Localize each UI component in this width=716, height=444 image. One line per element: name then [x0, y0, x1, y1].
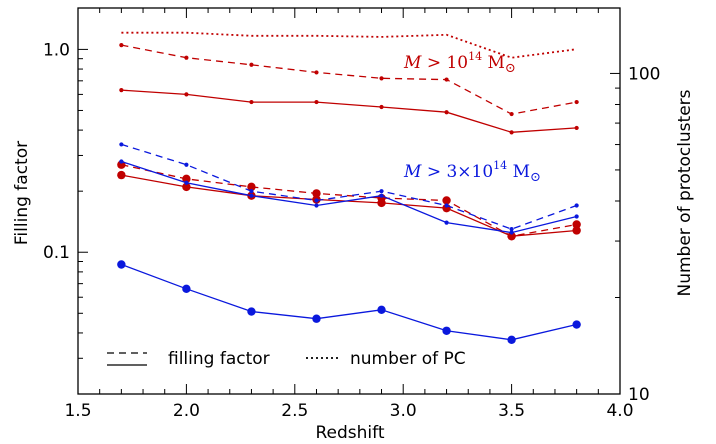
data-point: [182, 182, 191, 192]
annotation-mass-symbol: M: [403, 162, 422, 182]
x-tick-label: 3.0: [390, 401, 417, 421]
y-axis-right-title: Number of protoclusters: [675, 89, 695, 296]
data-point: [314, 70, 319, 75]
data-point: [379, 193, 384, 198]
data-point: [249, 62, 254, 67]
series-line: [121, 89, 577, 133]
annotation-exponent: 14: [493, 159, 507, 172]
series-red-number_of_pc-3: [121, 31, 577, 59]
data-point: [312, 314, 321, 323]
data-point: [442, 326, 451, 335]
data-point: [442, 196, 451, 205]
data-point: [509, 230, 514, 235]
x-tick-label: 1.5: [64, 401, 91, 421]
annotation-threshold: > 3×10: [421, 162, 493, 182]
series-blue-filling_factor-7: [119, 159, 579, 235]
data-point: [574, 125, 579, 131]
annotation-blue: M > 3×1014 M⊙: [403, 159, 541, 185]
y-left-tick-label: 1.0: [43, 40, 70, 60]
annotation-mass-symbol: M: [403, 53, 422, 73]
data-point: [507, 335, 516, 345]
data-point: [312, 189, 321, 198]
data-point: [117, 260, 126, 269]
data-point: [119, 43, 124, 48]
data-point: [249, 189, 254, 194]
y-right-tick-label: 100: [628, 64, 660, 84]
annotation-unit: M: [507, 162, 530, 182]
series-line: [121, 160, 577, 234]
data-point: [509, 111, 514, 117]
axis-ticks: [77, 8, 621, 395]
series-line: [121, 263, 577, 341]
series-red-filling_factor-1: [119, 43, 579, 117]
data-point: [314, 99, 319, 105]
series-layer: [117, 31, 581, 345]
annotation-red: M > 1014 M⊙: [403, 50, 516, 76]
data-point: [509, 227, 514, 232]
data-point: [119, 88, 124, 93]
data-point: [444, 77, 449, 82]
data-point: [507, 231, 516, 241]
data-point: [572, 320, 581, 329]
data-point: [249, 99, 254, 105]
data-point: [119, 159, 124, 164]
x-tick-label: 2.5: [281, 401, 308, 421]
y-right-tick-label: 10: [628, 385, 650, 405]
y-axis-left-title: Filling factor: [12, 141, 32, 245]
data-point: [444, 110, 449, 115]
data-point: [182, 174, 191, 184]
data-point: [184, 180, 189, 185]
data-point: [184, 92, 189, 97]
data-point: [184, 55, 189, 60]
data-point: [574, 214, 579, 219]
series-line: [121, 31, 577, 59]
data-point: [574, 99, 579, 105]
data-point: [117, 170, 126, 180]
data-point: [379, 104, 384, 110]
data-point: [247, 182, 256, 192]
annotation-sun-symbol: ⊙: [505, 61, 516, 76]
data-point: [377, 198, 386, 208]
data-point: [444, 203, 449, 208]
data-point: [379, 76, 384, 81]
data-point: [184, 162, 189, 167]
axis-tick-labels: 1.5 2.0 2.5 3.0 3.5 4.0 0.1 1.0 10 100: [43, 40, 661, 421]
annotation-sun-symbol: ⊙: [530, 170, 541, 185]
data-point: [574, 203, 579, 208]
data-point: [314, 198, 319, 203]
annotation-exponent: 14: [468, 50, 482, 63]
data-point: [444, 220, 449, 225]
data-point: [119, 142, 124, 147]
annotations: M > 1014 M⊙M > 3×1014 M⊙: [403, 50, 541, 185]
annotation-unit: M: [482, 53, 505, 73]
data-point: [247, 307, 256, 316]
annotation-threshold: > 10: [421, 53, 468, 73]
data-point: [572, 220, 581, 229]
data-point: [379, 189, 384, 194]
legend: filling factor number of PC: [107, 349, 466, 369]
y-left-tick-label: 0.1: [43, 243, 70, 263]
data-point: [509, 130, 514, 135]
data-point: [249, 193, 254, 198]
series-red-filling_factor-2: [119, 88, 579, 135]
x-tick-label: 4.0: [606, 401, 633, 421]
legend-label-number-of-pc: number of PC: [350, 349, 466, 369]
data-point: [377, 305, 386, 315]
x-tick-label: 2.0: [173, 401, 200, 421]
series-line: [121, 44, 577, 115]
data-point: [314, 203, 319, 208]
data-point: [572, 226, 581, 235]
series-blue-filling_factor-6: [119, 142, 579, 232]
x-axis-title: Redshift: [315, 423, 384, 443]
x-tick-label: 3.5: [498, 401, 525, 421]
series-blue-filling_factor-8: [117, 260, 581, 345]
series-line: [121, 164, 577, 237]
legend-label-filling-factor: filling factor: [168, 349, 270, 369]
data-point: [182, 284, 191, 294]
